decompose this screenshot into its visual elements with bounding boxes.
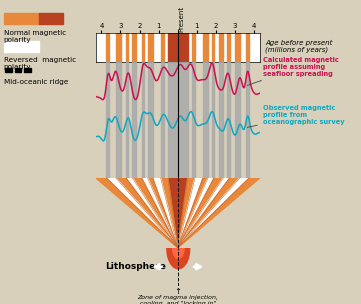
Polygon shape <box>116 178 178 248</box>
Bar <box>116 33 121 62</box>
Bar <box>168 62 188 178</box>
Polygon shape <box>148 178 178 248</box>
Bar <box>203 33 208 62</box>
Bar <box>203 62 208 178</box>
Polygon shape <box>178 178 223 248</box>
Bar <box>4 13 63 24</box>
Polygon shape <box>178 178 240 248</box>
Bar <box>246 62 249 178</box>
Bar <box>246 33 249 62</box>
Bar <box>161 33 164 62</box>
Bar <box>161 62 164 178</box>
Bar <box>15 68 21 72</box>
Text: Age before present
(millions of years): Age before present (millions of years) <box>265 40 333 53</box>
Polygon shape <box>178 178 249 248</box>
Polygon shape <box>178 178 260 248</box>
Bar <box>219 33 223 62</box>
Text: Mid-oceanic ridge: Mid-oceanic ridge <box>4 79 68 85</box>
Polygon shape <box>178 178 188 248</box>
Polygon shape <box>126 178 178 248</box>
Polygon shape <box>178 178 195 248</box>
Polygon shape <box>106 178 178 248</box>
Bar <box>132 62 136 178</box>
Text: Lithosphere: Lithosphere <box>105 262 166 271</box>
Polygon shape <box>178 178 214 248</box>
Polygon shape <box>142 178 178 248</box>
Bar <box>227 62 230 178</box>
Bar <box>142 33 144 62</box>
Bar <box>24 68 31 72</box>
Bar <box>148 33 153 62</box>
Text: Normal magnetic
polarity: Normal magnetic polarity <box>4 30 66 43</box>
Polygon shape <box>153 178 178 248</box>
Bar <box>142 62 144 178</box>
Polygon shape <box>178 178 230 248</box>
Bar <box>39 13 63 24</box>
Bar <box>148 62 153 178</box>
Bar <box>212 62 214 178</box>
Polygon shape <box>178 178 203 248</box>
Text: Observed magnetic
profile from
oceanographic survey: Observed magnetic profile from oceanogra… <box>247 105 344 127</box>
Bar <box>4 13 39 24</box>
Bar <box>212 33 214 62</box>
Bar <box>219 62 223 178</box>
Bar <box>235 62 240 178</box>
Text: Reversed  magnetic
polarity: Reversed magnetic polarity <box>4 57 76 70</box>
Polygon shape <box>96 178 178 248</box>
Bar <box>106 33 109 62</box>
Polygon shape <box>178 178 208 248</box>
Bar <box>168 33 188 62</box>
Bar <box>235 33 240 62</box>
Bar <box>106 62 109 178</box>
Bar <box>192 33 195 62</box>
Text: Calculated magnetic
profile assuming
seafloor spreading: Calculated magnetic profile assuming sea… <box>247 57 339 85</box>
Polygon shape <box>132 178 178 248</box>
Bar <box>5 68 12 72</box>
Bar <box>4 41 39 52</box>
Bar <box>192 62 195 178</box>
Bar <box>227 33 230 62</box>
Bar <box>126 62 128 178</box>
Polygon shape <box>161 178 178 248</box>
Text: Present: Present <box>178 6 184 32</box>
Bar <box>116 62 121 178</box>
Bar <box>4 41 39 52</box>
Bar <box>132 33 136 62</box>
Polygon shape <box>168 178 178 248</box>
Text: ↑: ↑ <box>174 287 181 296</box>
Bar <box>126 33 128 62</box>
Text: Zone of magma injection,
cooling, and "locking in"
of magnetic polarity: Zone of magma injection, cooling, and "l… <box>137 295 218 304</box>
